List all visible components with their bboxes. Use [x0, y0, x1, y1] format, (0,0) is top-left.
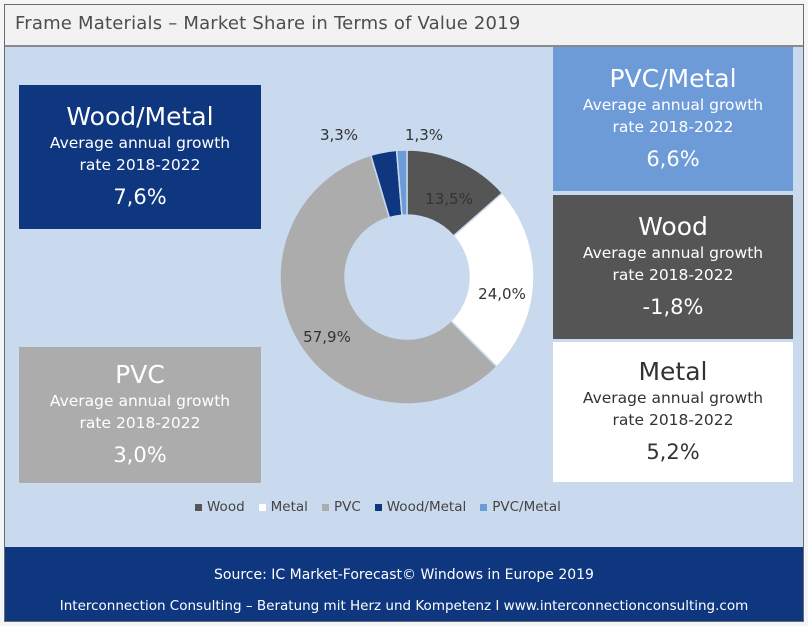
legend-item-wood: Wood [195, 499, 245, 515]
growth-box-value: 5,2% [646, 440, 700, 464]
growth-box-desc: rate 2018-2022 [612, 411, 734, 429]
legend-item-metal: Metal [258, 499, 308, 515]
credit-line: Interconnection Consulting – Beratung mi… [59, 598, 749, 614]
slice-label-wood: 13,5% [425, 190, 473, 208]
slice-label-wood-metal: 3,3% [320, 126, 358, 144]
growth-box-pvc: PVC Average annual growth rate 2018-2022… [19, 347, 261, 483]
growth-box-desc: rate 2018-2022 [612, 118, 734, 136]
growth-box-desc: rate 2018-2022 [79, 156, 201, 174]
donut-slice-pvc [279, 154, 498, 405]
growth-box-value: 6,6% [646, 147, 700, 171]
growth-box-desc: Average annual growth [582, 389, 764, 407]
legend-swatch [258, 503, 266, 511]
growth-box-desc: rate 2018-2022 [79, 414, 201, 432]
growth-box-wood: Wood Average annual growth rate 2018-202… [553, 195, 793, 339]
legend-item-pvc-metal: PVC/Metal [480, 499, 561, 515]
slice-label-pvc: 57,9% [303, 328, 351, 346]
growth-box-pvc-metal: PVC/Metal Average annual growth rate 201… [553, 47, 793, 191]
growth-box-value: 3,0% [113, 443, 167, 467]
infographic-frame: Frame Materials – Market Share in Terms … [4, 4, 804, 622]
donut-slice-metal [449, 191, 535, 368]
growth-box-value: 7,6% [113, 185, 167, 209]
legend-label: PVC [333, 499, 361, 515]
legend-swatch [195, 503, 202, 511]
title-bar: Frame Materials – Market Share in Terms … [5, 5, 803, 47]
legend-label: Wood [207, 499, 245, 515]
legend-label: Metal [270, 499, 308, 515]
growth-box-metal: Metal Average annual growth rate 2018-20… [553, 342, 793, 482]
chart-title: Frame Materials – Market Share in Terms … [15, 13, 521, 34]
slice-label-pvc-metal: 1,3% [405, 126, 443, 144]
donut-slice-pvc-metal [395, 149, 408, 217]
growth-box-name: PVC [115, 360, 165, 389]
legend-swatch [374, 503, 382, 511]
footer-bar: Source: IC Market-Forecast© Windows in E… [5, 547, 803, 621]
source-note: Source: IC Market-Forecast© Windows in E… [214, 567, 594, 583]
growth-box-name: Wood [638, 212, 708, 241]
legend-label: Wood/Metal [386, 499, 467, 515]
growth-box-desc: Average annual growth [582, 244, 764, 262]
growth-box-name: PVC/Metal [609, 64, 737, 93]
slice-label-metal: 24,0% [478, 285, 526, 303]
growth-box-desc: Average annual growth [582, 96, 764, 114]
legend-label: PVC/Metal [492, 499, 561, 515]
legend-swatch [480, 503, 488, 511]
growth-box-name: Metal [638, 357, 708, 386]
growth-box-value: -1,8% [642, 295, 704, 319]
growth-box-desc: rate 2018-2022 [612, 266, 734, 284]
growth-box-desc: Average annual growth [49, 392, 231, 410]
growth-box-name: Wood/Metal [66, 102, 214, 131]
legend-item-wood-metal: Wood/Metal [374, 499, 467, 515]
donut-chart: 13,5% 24,0% 57,9% 3,3% 1,3% [279, 126, 535, 405]
growth-box-desc: Average annual growth [49, 134, 231, 152]
legend-item-pvc: PVC [321, 499, 361, 515]
chart-legend: Wood Metal PVC Wood/Metal PVC/Metal [195, 497, 561, 517]
growth-box-wood-metal: Wood/Metal Average annual growth rate 20… [19, 85, 261, 229]
legend-swatch [321, 503, 329, 511]
